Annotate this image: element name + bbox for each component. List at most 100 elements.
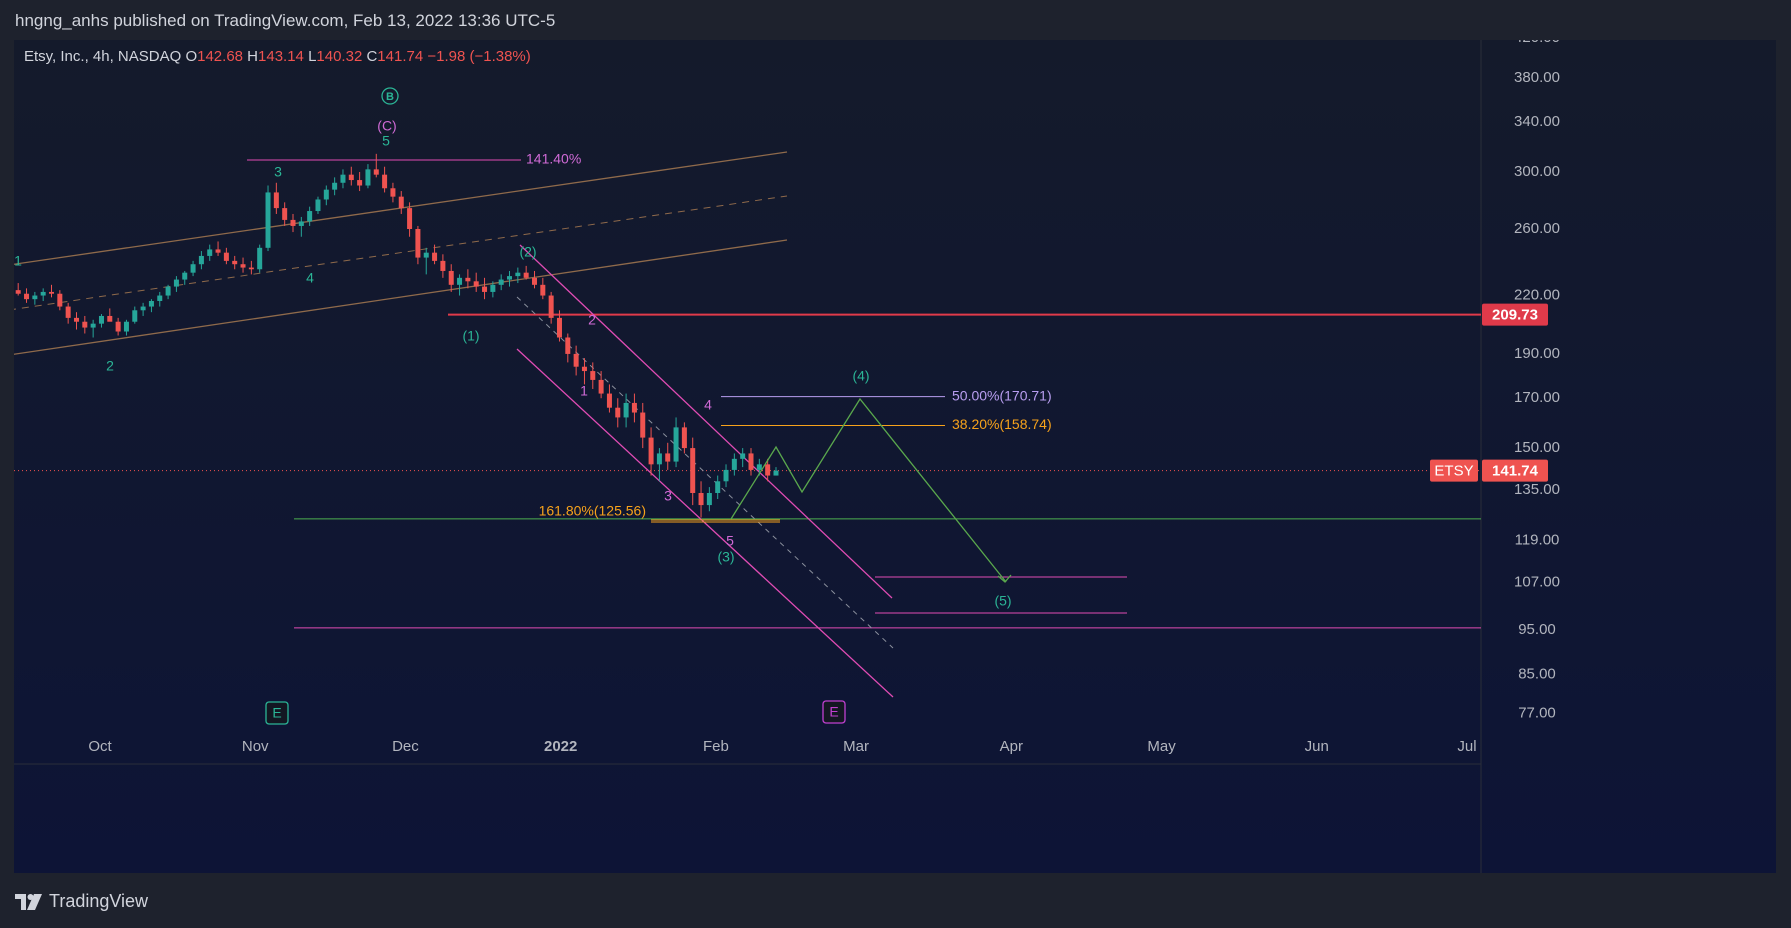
price-tick-label: 340.00 — [1514, 113, 1560, 130]
candle-body — [673, 427, 679, 462]
wave-label-circle — [381, 87, 399, 105]
candle-body — [573, 353, 579, 367]
chart-area[interactable]: 420.00 380.00 340.00 300.00 260.00 220.00 190.… — [14, 40, 1776, 873]
candle-body — [656, 453, 662, 465]
candle-body — [65, 306, 71, 318]
rising-channel-upper — [14, 151, 788, 265]
candle-body — [515, 272, 521, 277]
fib-label: 50.00%(170.71) — [952, 387, 1052, 403]
candle-body — [565, 337, 571, 354]
wave-label: B — [386, 91, 394, 103]
candle-body — [73, 317, 79, 322]
falling-channel-upper — [519, 244, 893, 599]
fib-label: 161.80%(125.56) — [539, 503, 646, 519]
candle-body — [523, 272, 529, 278]
candle-body — [32, 295, 38, 300]
price-tick-label: 420.00 — [1514, 40, 1560, 46]
publish-header: hngng_anhs published on TradingView.com,… — [0, 0, 1791, 40]
candle-body — [107, 315, 113, 322]
price-tick-label: 220.00 — [1514, 287, 1560, 304]
rising-channel-mid — [14, 195, 788, 310]
candle-body — [440, 260, 446, 271]
candle-body — [623, 402, 629, 418]
candle-body — [348, 174, 354, 181]
price-tick-label: 95.00 — [1518, 621, 1556, 638]
footer-bar: TradingView — [0, 873, 1791, 928]
time-tick-label: Jul — [1457, 738, 1476, 755]
fib-label: 141.40% — [526, 151, 581, 167]
candle-body — [698, 493, 704, 506]
candle-body — [398, 196, 404, 209]
candle-body — [123, 321, 129, 332]
candle-body — [340, 174, 346, 183]
candle-body — [132, 310, 138, 322]
candle-body — [140, 306, 146, 311]
publish-line: hngng_anhs published on TradingView.com,… — [15, 11, 556, 30]
price-tick-label: 150.00 — [1514, 439, 1560, 456]
candle-body — [415, 229, 421, 258]
price-tag-value: 141.74 — [1492, 463, 1539, 480]
price-tick-label: 260.00 — [1514, 220, 1560, 237]
candle-body — [640, 412, 646, 438]
candle-body — [407, 208, 413, 229]
candle-body — [432, 252, 438, 261]
candle-body — [715, 481, 721, 494]
candle-body — [648, 437, 654, 465]
wave-label: (5) — [994, 593, 1011, 609]
candles — [15, 153, 779, 518]
candle-body — [315, 199, 321, 212]
candle-body — [473, 281, 479, 287]
price-tick-label: 170.00 — [1514, 389, 1560, 406]
wave-label: (4) — [852, 368, 869, 384]
candle-body — [15, 290, 21, 294]
wave-label: 4 — [704, 397, 712, 413]
candle-body — [581, 366, 587, 372]
candle-body — [98, 315, 104, 324]
wave-label: 4 — [306, 270, 314, 286]
candle-body — [748, 453, 754, 470]
candle-body — [606, 393, 612, 408]
candle-body — [665, 453, 671, 462]
candle-body — [290, 219, 296, 226]
wave-label: 3 — [664, 488, 672, 504]
candle-body — [298, 221, 304, 226]
candle-body — [490, 284, 496, 292]
candle-body — [448, 270, 454, 285]
wave-label: 2 — [588, 312, 596, 328]
wave-label: 1 — [14, 253, 22, 269]
candle-body — [273, 192, 279, 209]
projected-wave-path — [730, 397, 1007, 583]
time-tick-label: May — [1147, 738, 1176, 755]
candle-body — [190, 264, 196, 273]
time-tick-label: Oct — [88, 738, 112, 755]
price-tags: 209.73 141.74 ETSY — [1430, 303, 1548, 482]
brand-text: TradingView — [49, 891, 149, 911]
candle-body — [173, 279, 179, 287]
price-tick-label: 190.00 — [1514, 345, 1560, 362]
candle-body — [215, 249, 221, 253]
candle-body — [390, 188, 396, 197]
chart-svg[interactable]: 420.00 380.00 340.00 300.00 260.00 220.00 190.… — [14, 40, 1776, 873]
time-tick-label: Dec — [392, 738, 419, 755]
wave-label: 3 — [274, 164, 282, 180]
candle-body — [382, 174, 388, 189]
candle-body — [482, 286, 488, 292]
candle-body — [248, 267, 254, 270]
candle-body — [740, 453, 746, 459]
price-tag-box — [1482, 303, 1548, 326]
candle-body — [548, 295, 554, 318]
event-flag-box — [822, 700, 846, 724]
wave-label: 2 — [106, 358, 114, 374]
candle-body — [498, 279, 504, 285]
price-tick-label: 85.00 — [1518, 665, 1556, 682]
tradingview-brand[interactable]: TradingView — [15, 891, 148, 912]
price-axis: 420.00 380.00 340.00 300.00 260.00 220.00 190.… — [1514, 40, 1560, 722]
candle-body — [265, 192, 271, 248]
candle-body — [465, 277, 471, 282]
candle-body — [198, 255, 204, 265]
wave-label: (2) — [519, 244, 536, 260]
price-tick-label: 135.00 — [1514, 481, 1560, 498]
candle-body — [681, 427, 687, 449]
candle-body — [756, 464, 762, 470]
price-tag-value: 209.73 — [1492, 307, 1538, 324]
